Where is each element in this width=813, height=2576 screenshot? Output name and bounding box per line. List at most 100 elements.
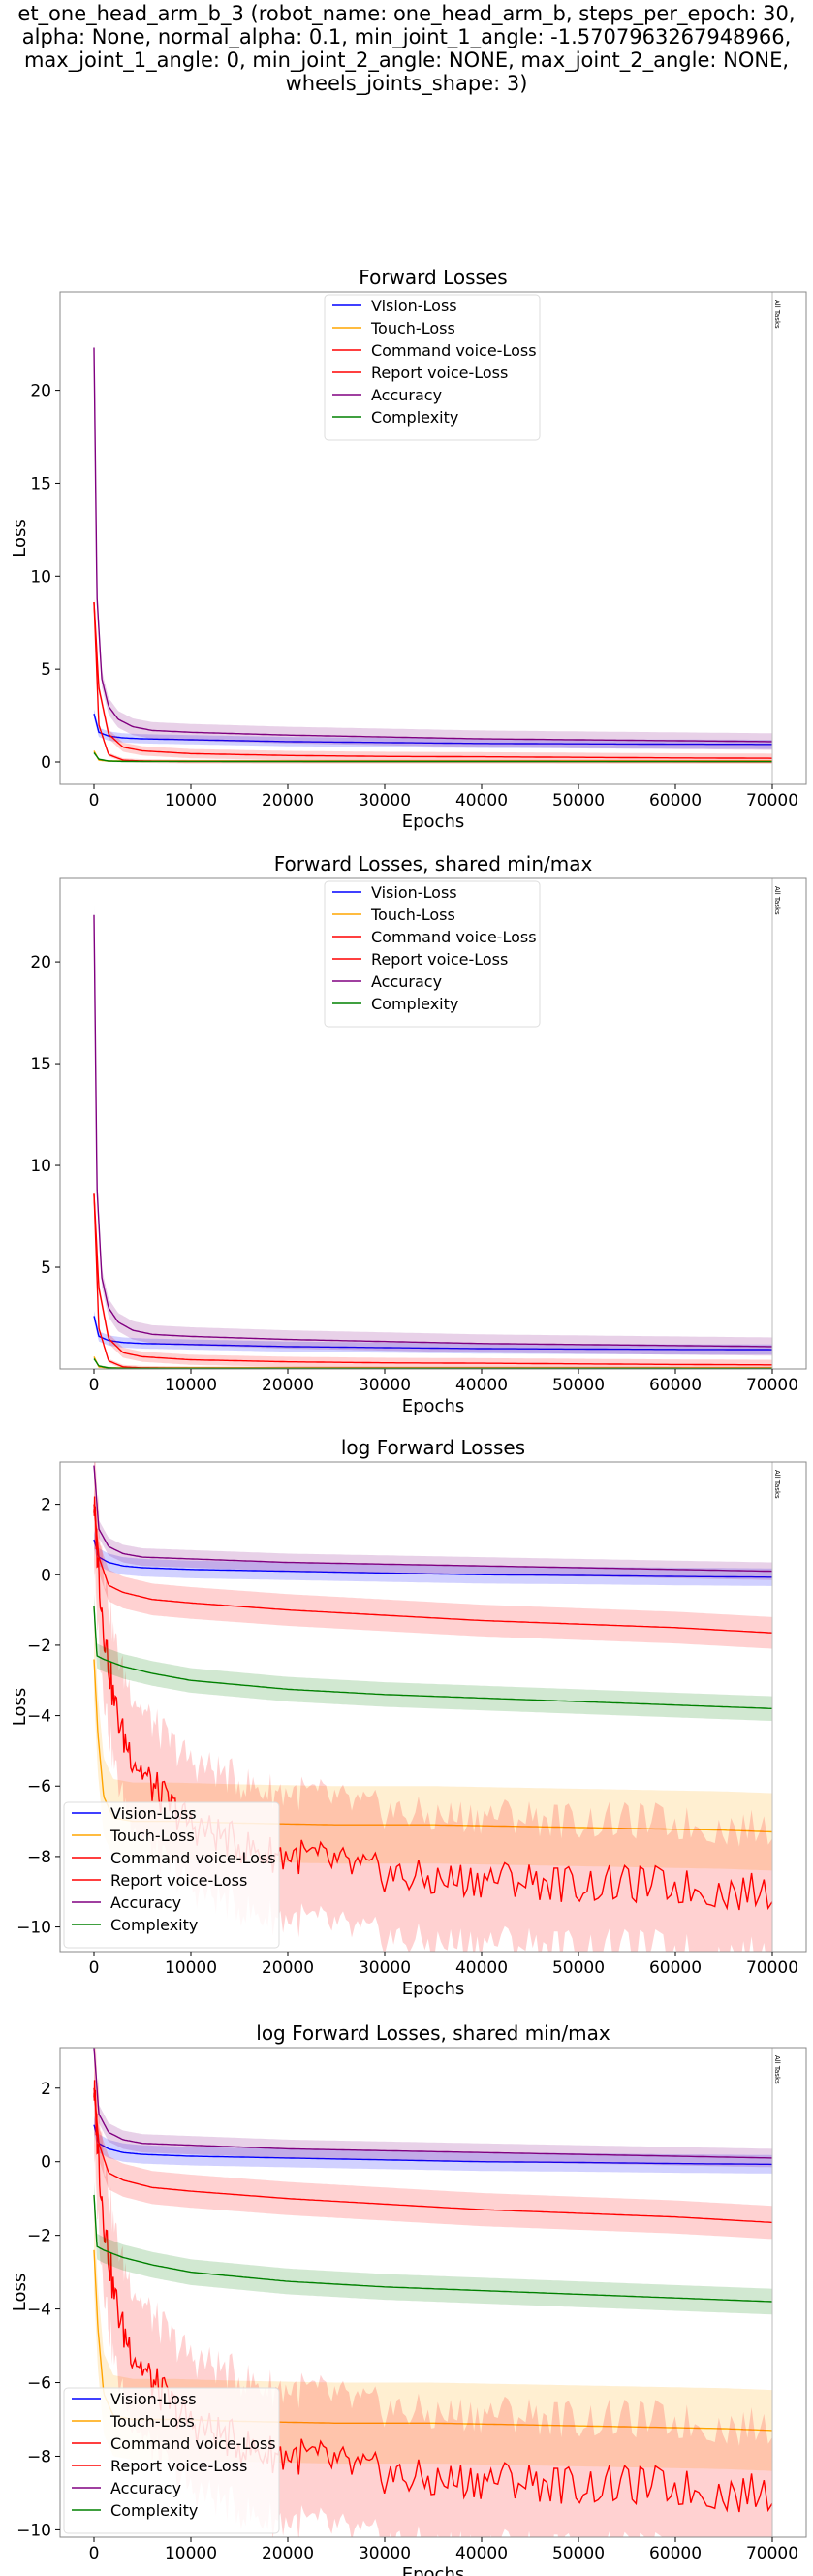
- x-tick-label: 70000: [746, 2544, 798, 2563]
- x-tick-label: 30000: [359, 2544, 411, 2563]
- y-tick-label: −8: [27, 1848, 51, 1867]
- legend-label-report: Report voice-Loss: [110, 2457, 247, 2475]
- chart-title: Forward Losses, shared min/max: [274, 852, 593, 875]
- legend-label-accuracy: Accuracy: [110, 1893, 181, 1912]
- legend-box: [63, 1801, 280, 1949]
- x-tick-label: 40000: [455, 2544, 508, 2563]
- x-axis-label: Epochs: [402, 2564, 465, 2576]
- x-tick-label: 40000: [455, 791, 508, 811]
- series-line-report: [93, 2080, 773, 2513]
- y-tick-label: −2: [27, 1637, 51, 1656]
- x-tick-label: 50000: [552, 1958, 605, 1978]
- legend-label-command: Command voice-Loss: [371, 341, 537, 360]
- y-axis-label: Loss: [10, 2274, 30, 2311]
- x-tick-label: 0: [89, 2544, 100, 2563]
- chart-2: All Tasks 0 10000 20000 30000 40000 50000 60000…: [30, 852, 807, 1416]
- plot-frame: [59, 2047, 807, 2538]
- y-tick-label: 5: [41, 1258, 51, 1278]
- series-line-complexity: [93, 751, 772, 763]
- y-tick-label: 10: [30, 567, 51, 587]
- y-tick-label: 10: [30, 1157, 51, 1176]
- legend-label-report: Report voice-Loss: [371, 364, 508, 382]
- task-marker-label: All Tasks: [773, 300, 781, 329]
- x-tick-label: 20000: [262, 1376, 314, 1395]
- y-tick-label: 20: [30, 953, 51, 972]
- plot-frame: [59, 291, 807, 785]
- series-line-vision: [93, 2124, 773, 2166]
- chart-1: All Tasks 0 10000 20000 30000 40000 50000 60000…: [10, 266, 807, 832]
- y-tick-label: 2: [41, 1496, 51, 1515]
- x-tick-label: 60000: [649, 791, 702, 811]
- band-vision: [94, 1311, 772, 1355]
- task-marker-label: All Tasks: [773, 2055, 781, 2084]
- x-tick-label: 50000: [552, 1376, 605, 1395]
- legend: Vision-Loss Touch-Loss Command voice-Loss R…: [63, 1801, 280, 1949]
- y-axis-label: Loss: [10, 519, 30, 557]
- y-tick-label: −8: [27, 2447, 51, 2466]
- task-marker-label: All Tasks: [773, 1470, 781, 1499]
- series-line-vision: [93, 1316, 773, 1351]
- legend: Vision-Loss Touch-Loss Command voice-Loss R…: [63, 2387, 280, 2534]
- band-vision: [94, 2115, 772, 2174]
- legend-label-command: Command voice-Loss: [110, 2434, 276, 2453]
- x-tick-label: 20000: [262, 791, 314, 811]
- x-tick-label: 0: [89, 1376, 100, 1395]
- y-tick-label: −10: [16, 2521, 51, 2540]
- y-tick-label: 15: [30, 1055, 51, 1074]
- series-line-command: [93, 1504, 773, 1634]
- series-line-vision: [93, 1539, 772, 1578]
- series-line-accuracy: [93, 914, 772, 1348]
- legend-box: [324, 880, 541, 1028]
- series-line-report: [93, 1496, 773, 1911]
- y-tick-label: 0: [41, 1566, 51, 1585]
- x-tick-label: 70000: [746, 791, 798, 811]
- series-line-accuracy: [93, 347, 772, 743]
- x-tick-label: 70000: [746, 1376, 798, 1395]
- band-vision: [94, 709, 772, 749]
- y-tick-label: 5: [41, 660, 51, 680]
- band-accuracy: [94, 2048, 772, 2168]
- y-tick-label: 20: [30, 382, 51, 401]
- x-axis-label: Epochs: [402, 1396, 465, 1416]
- legend-label-complexity: Complexity: [371, 995, 458, 1013]
- legend-box: [63, 2387, 280, 2534]
- x-tick-label: 60000: [649, 1958, 702, 1978]
- y-tick-label: −2: [27, 2227, 51, 2246]
- x-tick-label: 40000: [455, 1958, 508, 1978]
- legend-label-vision: Vision-Loss: [110, 1804, 197, 1823]
- legend-label-command: Command voice-Loss: [110, 1849, 276, 1867]
- figure-title: et_one_head_arm_b_3 (robot_name: one_hea…: [17, 2, 796, 95]
- chart-title: log Forward Losses, shared min/max: [256, 2021, 610, 2045]
- chart-3: All Tasks 0 10000 20000 30000 40000 50000 60000…: [10, 1436, 807, 1999]
- x-tick-label: 60000: [649, 1376, 702, 1395]
- x-tick-label: 20000: [262, 2544, 314, 2563]
- x-tick-label: 30000: [359, 1376, 411, 1395]
- series-line-command: [93, 602, 773, 759]
- band-accuracy: [94, 1462, 772, 1580]
- legend-label-vision: Vision-Loss: [371, 883, 457, 902]
- x-tick-label: 10000: [165, 1376, 217, 1395]
- series-line-command: [93, 1193, 772, 1366]
- x-axis-label: Epochs: [402, 1979, 465, 1999]
- legend-label-vision: Vision-Loss: [371, 297, 457, 315]
- x-tick-label: 10000: [165, 1958, 217, 1978]
- legend-label-complexity: Complexity: [371, 408, 458, 427]
- legend-box: [324, 294, 541, 441]
- band-complexity: [94, 1594, 772, 1721]
- y-tick-label: 0: [41, 2153, 51, 2173]
- y-tick-label: −6: [27, 1777, 51, 1797]
- legend-label-report: Report voice-Loss: [110, 1871, 247, 1890]
- y-tick-label: 2: [41, 2080, 51, 2099]
- y-tick-label: 15: [30, 474, 51, 493]
- y-tick-label: −4: [27, 1707, 51, 1727]
- legend-label-report: Report voice-Loss: [371, 950, 508, 969]
- x-tick-label: 10000: [165, 791, 217, 811]
- plot-frame: [59, 1461, 807, 1953]
- legend-label-touch: Touch-Loss: [109, 1827, 195, 1845]
- series-line-command: [93, 2087, 773, 2224]
- series-line-complexity: [93, 2194, 773, 2303]
- x-tick-label: 0: [89, 791, 100, 811]
- x-tick-label: 0: [89, 1958, 100, 1978]
- x-tick-label: 20000: [262, 1958, 314, 1978]
